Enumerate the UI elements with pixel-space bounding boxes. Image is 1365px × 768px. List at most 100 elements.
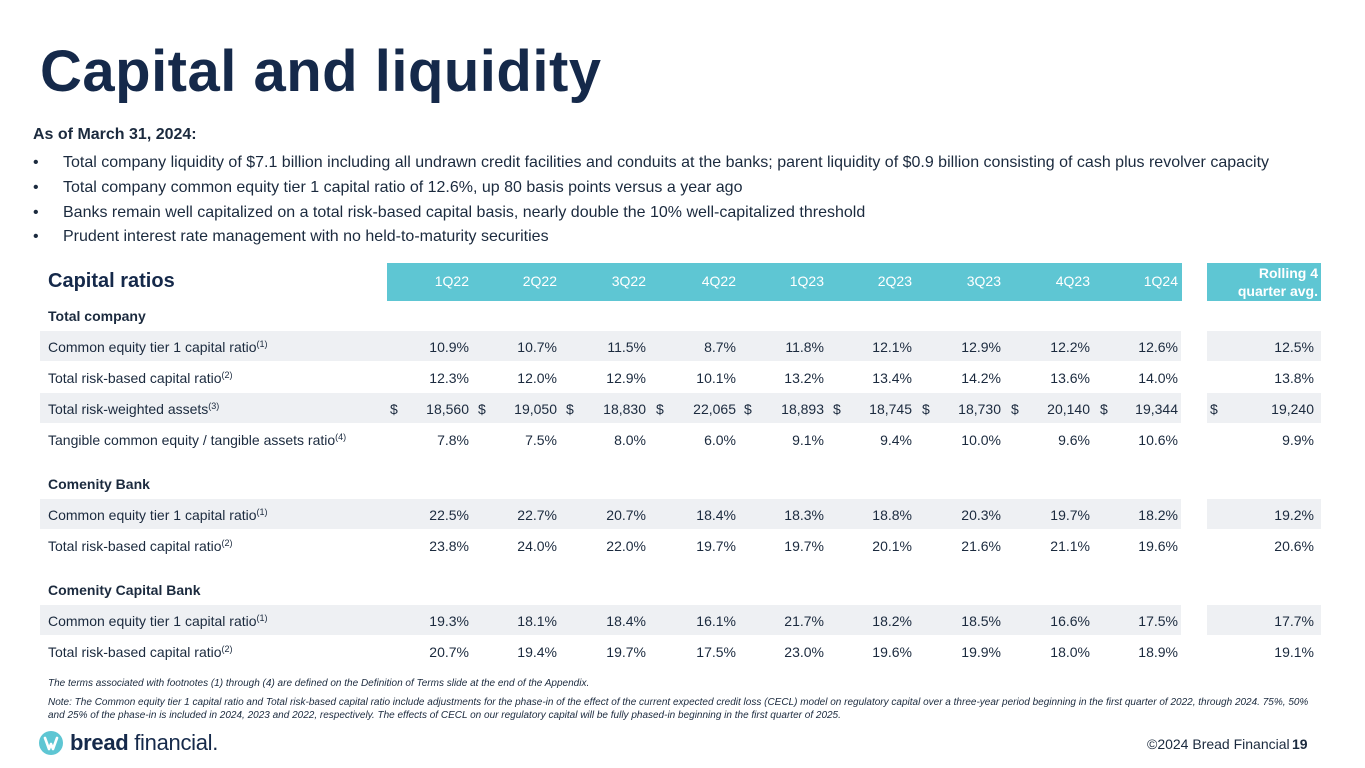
currency-symbol: $	[1210, 401, 1218, 417]
table-cell: 12.0%	[517, 370, 557, 386]
table-cell: 10.9%	[429, 339, 469, 355]
table-cell: 19.6%	[872, 644, 912, 660]
table-cell: 10.6%	[1138, 432, 1178, 448]
table-title: Capital ratios	[48, 270, 175, 292]
currency-symbol: $	[744, 401, 752, 417]
footnote-ref: (2)	[221, 538, 233, 548]
bullet-marker: •	[33, 203, 39, 221]
currency-symbol: $	[656, 401, 664, 417]
table-cell: 18.0%	[1050, 644, 1090, 660]
currency-symbol: $	[1100, 401, 1108, 417]
footnote-terms: The terms associated with footnotes (1) …	[48, 678, 590, 689]
table-cell: 17.5%	[696, 644, 736, 660]
section-heading: Comenity Bank	[48, 476, 150, 492]
table-cell: 18.2%	[1138, 507, 1178, 523]
header-band-rolling	[1207, 263, 1321, 301]
rolling-avg-cell: 12.5%	[1274, 339, 1314, 355]
table-cell: 18,730	[958, 401, 1001, 417]
table-cell: 20.7%	[606, 507, 646, 523]
row-band	[40, 605, 1181, 635]
table-cell: 19.6%	[1138, 538, 1178, 554]
section-heading: Comenity Capital Bank	[48, 582, 201, 598]
table-cell: 22.0%	[606, 538, 646, 554]
row-label-text: Common equity tier 1 capital ratio	[48, 339, 257, 355]
table-cell: 12.9%	[961, 339, 1001, 355]
row-label: Common equity tier 1 capital ratio(1)	[48, 339, 268, 355]
highlights-list: • Total company liquidity of $7.1 billion…	[33, 151, 1269, 250]
row-band	[40, 393, 1181, 423]
table-cell: 18,560	[426, 401, 469, 417]
table-cell: 12.3%	[429, 370, 469, 386]
table-cell: 12.6%	[1138, 339, 1178, 355]
quarter-header: 1Q23	[789, 273, 824, 289]
row-label-text: Total risk-based capital ratio	[48, 644, 222, 660]
currency-symbol: $	[478, 401, 486, 417]
quarter-header: 1Q22	[434, 273, 469, 289]
table-cell: 12.2%	[1050, 339, 1090, 355]
table-cell: 18.5%	[961, 613, 1001, 629]
table-cell: 9.6%	[1058, 432, 1090, 448]
table-cell: 7.8%	[437, 432, 469, 448]
highlight-item: • Total company liquidity of $7.1 billion…	[33, 151, 1269, 176]
table-cell: 7.5%	[525, 432, 557, 448]
table-cell: 8.7%	[704, 339, 736, 355]
logo-wordmark: bread financial.	[70, 730, 218, 756]
rolling-avg-cell: 13.8%	[1274, 370, 1314, 386]
page-number: 19	[1292, 736, 1308, 752]
currency-symbol: $	[390, 401, 398, 417]
table-cell: 22.7%	[517, 507, 557, 523]
table-cell: 20.1%	[872, 538, 912, 554]
table-cell: 14.0%	[1138, 370, 1178, 386]
table-cell: 14.2%	[961, 370, 1001, 386]
table-cell: 11.5%	[607, 339, 646, 355]
currency-symbol: $	[1011, 401, 1019, 417]
table-cell: 9.4%	[880, 432, 912, 448]
bullet-marker: •	[33, 228, 39, 246]
table-cell: 18,830	[603, 401, 646, 417]
footnote-ref: (1)	[256, 613, 268, 623]
row-label: Total risk-based capital ratio(2)	[48, 538, 233, 554]
row-label: Tangible common equity / tangible assets…	[48, 432, 346, 448]
footnote-ref: (2)	[221, 370, 233, 380]
table-cell: 18,745	[869, 401, 912, 417]
table-cell: 10.7%	[517, 339, 557, 355]
table-cell: 10.1%	[696, 370, 736, 386]
quarter-header: 3Q22	[611, 273, 646, 289]
highlight-text: Banks remain well capitalized on a total…	[63, 203, 866, 221]
table-cell: 19.7%	[606, 644, 646, 660]
table-cell: 20,140	[1047, 401, 1090, 417]
table-cell: 19,344	[1135, 401, 1178, 417]
table-cell: 22,065	[693, 401, 736, 417]
quarter-header: 2Q22	[522, 273, 557, 289]
logo-word-bread: bread	[70, 730, 129, 755]
row-band	[1207, 499, 1321, 529]
footnote-ref: (2)	[221, 644, 233, 654]
quarter-header: 3Q23	[966, 273, 1001, 289]
row-band	[1207, 393, 1321, 423]
table-cell: 18.2%	[872, 613, 912, 629]
logo-mark-dot: .	[212, 730, 219, 755]
table-cell: 20.7%	[429, 644, 469, 660]
as-of-heading: As of March 31, 2024:	[33, 126, 197, 143]
table-cell: 11.8%	[785, 339, 824, 355]
table-cell: 12.1%	[872, 339, 912, 355]
row-label-text: Total risk-weighted assets	[48, 401, 209, 417]
footnote-ref: (1)	[256, 507, 268, 517]
table-cell: 23.8%	[429, 538, 469, 554]
table-cell: 13.2%	[784, 370, 824, 386]
table-cell: 18,893	[781, 401, 824, 417]
table-cell: 16.6%	[1050, 613, 1090, 629]
rolling-avg-header: Rolling 4 quarter avg.	[1208, 264, 1318, 300]
currency-symbol: $	[922, 401, 930, 417]
logo-word-financial: financial	[134, 730, 213, 755]
row-label-text: Total risk-based capital ratio	[48, 538, 222, 554]
rolling-avg-cell: 19.1%	[1274, 644, 1314, 660]
row-label: Total risk-based capital ratio(2)	[48, 644, 233, 660]
table-cell: 13.6%	[1050, 370, 1090, 386]
highlight-text: Total company liquidity of $7.1 billion …	[63, 154, 1270, 171]
table-cell: 19.3%	[429, 613, 469, 629]
footnote-ref: (3)	[208, 401, 220, 411]
highlight-text: Prudent interest rate management with no…	[63, 228, 549, 246]
page-title: Capital and liquidity	[40, 39, 602, 104]
table-cell: 18.4%	[696, 507, 736, 523]
